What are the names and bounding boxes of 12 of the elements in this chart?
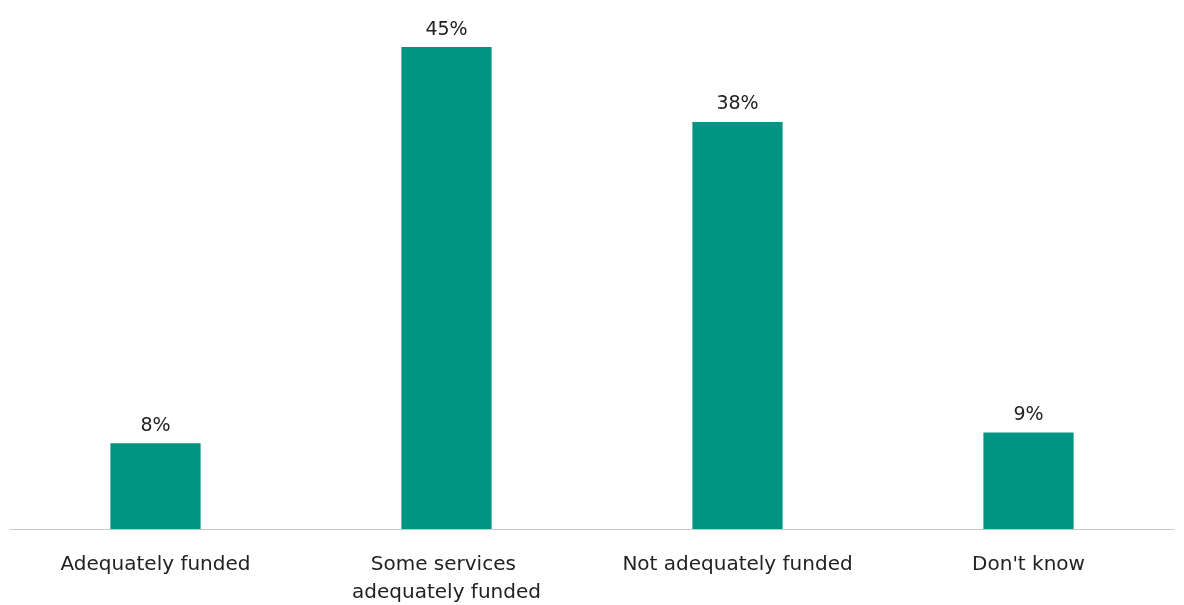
- bar: [983, 432, 1074, 529]
- x-tick-label: Don't know: [972, 551, 1085, 575]
- bar: [401, 47, 492, 529]
- bar: [110, 443, 201, 529]
- bar: [692, 121, 783, 529]
- data-label: 8%: [140, 412, 171, 435]
- x-tick-label: Some services adequately funded: [352, 551, 541, 603]
- data-label: 9%: [1013, 402, 1044, 425]
- x-tick-label: Adequately funded: [60, 551, 251, 575]
- x-tick-label: Not adequately funded: [622, 551, 853, 575]
- data-label: 38%: [716, 91, 759, 114]
- data-label: 45%: [425, 16, 468, 39]
